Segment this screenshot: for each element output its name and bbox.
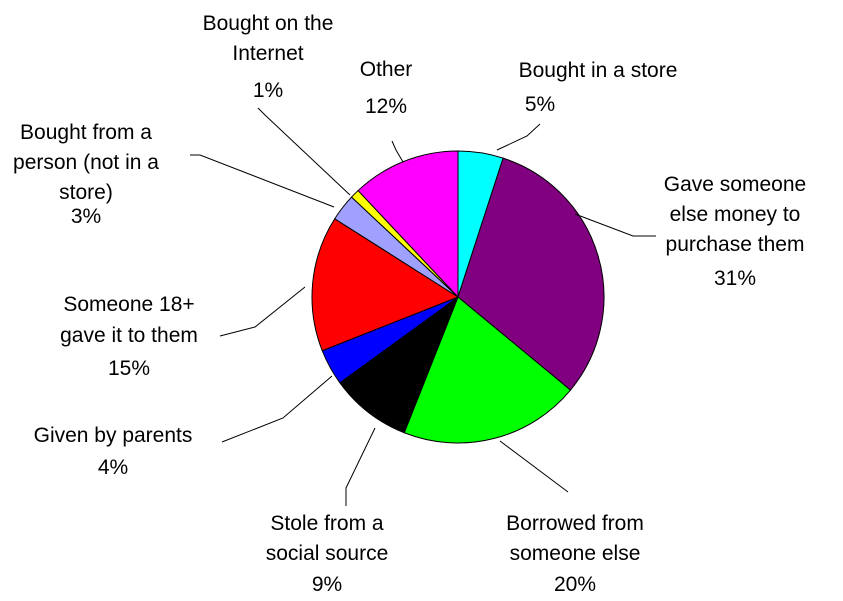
slice-label-bought-from-a-person-not-in-a-store-line-2: store)	[59, 181, 113, 204]
slice-label-bought-on-the-internet-line-0: Bought on the	[203, 12, 334, 35]
leader-line-stole-from-a-social-source	[345, 427, 376, 506]
leader-line-other	[391, 140, 404, 163]
pie-slices	[311, 150, 605, 444]
pie-slice-other	[357, 150, 459, 299]
leader-line-gave-someone-else-money-to-purchase-them	[574, 213, 656, 237]
leader-line-given-by-parents	[221, 375, 333, 443]
slice-label-gave-someone-else-money-to-purchase-them-line-1: else money to	[670, 203, 801, 226]
slice-label-borrowed-from-someone-else-line-0: Borrowed from	[506, 512, 644, 535]
slice-percent-bought-on-the-internet: 1%	[253, 79, 283, 102]
leader-lines	[190, 107, 656, 506]
slice-label-bought-from-a-person-not-in-a-store-line-0: Bought from a	[20, 121, 152, 144]
leader-line-bought-on-the-internet	[257, 107, 351, 196]
slice-percent-other: 12%	[365, 95, 407, 118]
leader-line-someone-18-gave-it-to-them	[219, 286, 306, 337]
slice-label-gave-someone-else-money-to-purchase-them-line-2: purchase them	[666, 233, 805, 256]
slice-label-given-by-parents-line-0: Given by parents	[34, 424, 193, 447]
leader-line-bought-in-a-store	[496, 123, 541, 151]
slice-percent-bought-in-a-store: 5%	[525, 93, 555, 116]
slice-label-bought-in-a-store-line-0: Bought in a store	[519, 59, 678, 82]
leader-line-borrowed-from-someone-else	[499, 440, 569, 493]
slice-label-stole-from-a-social-source-line-0: Stole from a	[270, 512, 384, 535]
pie-slice-someone-18-gave-it-to-them	[311, 218, 460, 352]
slice-percent-borrowed-from-someone-else: 20%	[554, 573, 596, 596]
leader-line-bought-from-a-person-not-in-a-store	[190, 154, 335, 208]
slice-label-someone-18-gave-it-to-them-line-1: gave it to them	[60, 324, 198, 347]
slice-percent-someone-18-gave-it-to-them: 15%	[108, 357, 150, 380]
slice-label-borrowed-from-someone-else-line-1: someone else	[510, 542, 641, 565]
slice-labels: Bought in a store 5% Gave someone else mone…	[13, 12, 806, 596]
slice-label-bought-on-the-internet-line-1: Internet	[232, 42, 303, 65]
slice-label-someone-18-gave-it-to-them-line-0: Someone 18+	[63, 293, 194, 316]
slice-label-gave-someone-else-money-to-purchase-them-line-0: Gave someone	[664, 173, 806, 196]
slice-label-other-line-0: Other	[360, 58, 413, 81]
slice-percent-given-by-parents: 4%	[98, 456, 128, 479]
slice-percent-gave-someone-else-money-to-purchase-them: 31%	[714, 267, 756, 290]
slice-percent-bought-from-a-person-not-in-a-store: 3%	[71, 205, 101, 228]
slice-label-stole-from-a-social-source-line-1: social source	[266, 542, 389, 565]
pie-slice-stole-from-a-social-source	[339, 295, 460, 434]
slice-percent-stole-from-a-social-source: 9%	[312, 573, 342, 596]
pie-slice-gave-someone-else-money-to-purchase-them	[457, 157, 605, 391]
pie-slice-borrowed-from-someone-else	[403, 296, 572, 444]
slice-label-bought-from-a-person-not-in-a-store-line-1: person (not in a	[13, 151, 159, 174]
